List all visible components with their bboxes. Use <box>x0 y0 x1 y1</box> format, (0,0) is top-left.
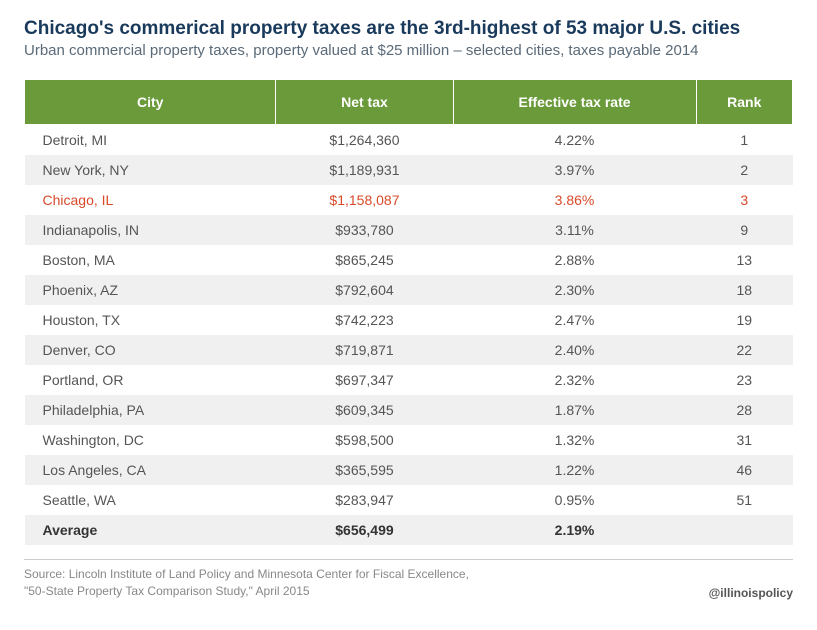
cell-rate: 3.86% <box>453 185 696 215</box>
table-row: Boston, MA$865,2452.88%13 <box>25 245 793 275</box>
cell-rate: 0.95% <box>453 485 696 515</box>
source-text: Source: Lincoln Institute of Land Policy… <box>24 566 469 600</box>
cell-city: Houston, TX <box>25 305 276 335</box>
cell-net_tax: $1,264,360 <box>276 125 453 156</box>
table-header-row: City Net tax Effective tax rate Rank <box>25 80 793 125</box>
table-row: New York, NY$1,189,9313.97%2 <box>25 155 793 185</box>
cell-rate: 3.97% <box>453 155 696 185</box>
table-row: Detroit, MI$1,264,3604.22%1 <box>25 125 793 156</box>
cell-rate: 1.32% <box>453 425 696 455</box>
col-rate: Effective tax rate <box>453 80 696 125</box>
cell-rank <box>696 515 792 545</box>
cell-rank: 18 <box>696 275 792 305</box>
cell-rate: 2.32% <box>453 365 696 395</box>
cell-city: Detroit, MI <box>25 125 276 156</box>
cell-city: Washington, DC <box>25 425 276 455</box>
table-row: Houston, TX$742,2232.47%19 <box>25 305 793 335</box>
source-line-1: Source: Lincoln Institute of Land Policy… <box>24 566 469 583</box>
table-row: Chicago, IL$1,158,0873.86%3 <box>25 185 793 215</box>
cell-net_tax: $933,780 <box>276 215 453 245</box>
cell-rate: 2.47% <box>453 305 696 335</box>
cell-rank: 51 <box>696 485 792 515</box>
cell-net_tax: $656,499 <box>276 515 453 545</box>
cell-rank: 22 <box>696 335 792 365</box>
table-row: Denver, CO$719,8712.40%22 <box>25 335 793 365</box>
cell-city: Los Angeles, CA <box>25 455 276 485</box>
table-row: Portland, OR$697,3472.32%23 <box>25 365 793 395</box>
cell-net_tax: $719,871 <box>276 335 453 365</box>
cell-rank: 2 <box>696 155 792 185</box>
cell-rate: 4.22% <box>453 125 696 156</box>
cell-net_tax: $1,189,931 <box>276 155 453 185</box>
table-row: Indianapolis, IN$933,7803.11%9 <box>25 215 793 245</box>
tax-table: City Net tax Effective tax rate Rank Det… <box>24 79 793 545</box>
cell-city: New York, NY <box>25 155 276 185</box>
col-nettax: Net tax <box>276 80 453 125</box>
table-row-average: Average$656,4992.19% <box>25 515 793 545</box>
cell-city: Chicago, IL <box>25 185 276 215</box>
page-title: Chicago's commerical property taxes are … <box>24 18 793 40</box>
twitter-handle: @illinoispolicy <box>709 586 793 600</box>
cell-rate: 2.88% <box>453 245 696 275</box>
table-row: Washington, DC$598,5001.32%31 <box>25 425 793 455</box>
cell-net_tax: $365,595 <box>276 455 453 485</box>
cell-city: Denver, CO <box>25 335 276 365</box>
cell-rate: 2.19% <box>453 515 696 545</box>
cell-net_tax: $792,604 <box>276 275 453 305</box>
cell-net_tax: $1,158,087 <box>276 185 453 215</box>
col-city: City <box>25 80 276 125</box>
cell-net_tax: $742,223 <box>276 305 453 335</box>
cell-rank: 1 <box>696 125 792 156</box>
footer: Source: Lincoln Institute of Land Policy… <box>24 559 793 600</box>
cell-rank: 31 <box>696 425 792 455</box>
cell-rate: 2.30% <box>453 275 696 305</box>
cell-city: Seattle, WA <box>25 485 276 515</box>
cell-rate: 1.87% <box>453 395 696 425</box>
cell-rank: 19 <box>696 305 792 335</box>
table-row: Phoenix, AZ$792,6042.30%18 <box>25 275 793 305</box>
cell-rate: 2.40% <box>453 335 696 365</box>
cell-rate: 1.22% <box>453 455 696 485</box>
cell-rank: 13 <box>696 245 792 275</box>
cell-rank: 23 <box>696 365 792 395</box>
source-line-2: "50-State Property Tax Comparison Study,… <box>24 583 469 600</box>
cell-rank: 28 <box>696 395 792 425</box>
table-row: Philadelphia, PA$609,3451.87%28 <box>25 395 793 425</box>
cell-net_tax: $609,345 <box>276 395 453 425</box>
cell-city: Philadelphia, PA <box>25 395 276 425</box>
cell-rank: 3 <box>696 185 792 215</box>
col-rank: Rank <box>696 80 792 125</box>
cell-net_tax: $697,347 <box>276 365 453 395</box>
cell-rank: 46 <box>696 455 792 485</box>
cell-net_tax: $598,500 <box>276 425 453 455</box>
cell-city: Indianapolis, IN <box>25 215 276 245</box>
cell-city: Average <box>25 515 276 545</box>
cell-rank: 9 <box>696 215 792 245</box>
table-row: Seattle, WA$283,9470.95%51 <box>25 485 793 515</box>
page-subtitle: Urban commercial property taxes, propert… <box>24 42 793 59</box>
cell-city: Phoenix, AZ <box>25 275 276 305</box>
cell-rate: 3.11% <box>453 215 696 245</box>
cell-city: Portland, OR <box>25 365 276 395</box>
cell-net_tax: $865,245 <box>276 245 453 275</box>
cell-city: Boston, MA <box>25 245 276 275</box>
cell-net_tax: $283,947 <box>276 485 453 515</box>
table-row: Los Angeles, CA$365,5951.22%46 <box>25 455 793 485</box>
